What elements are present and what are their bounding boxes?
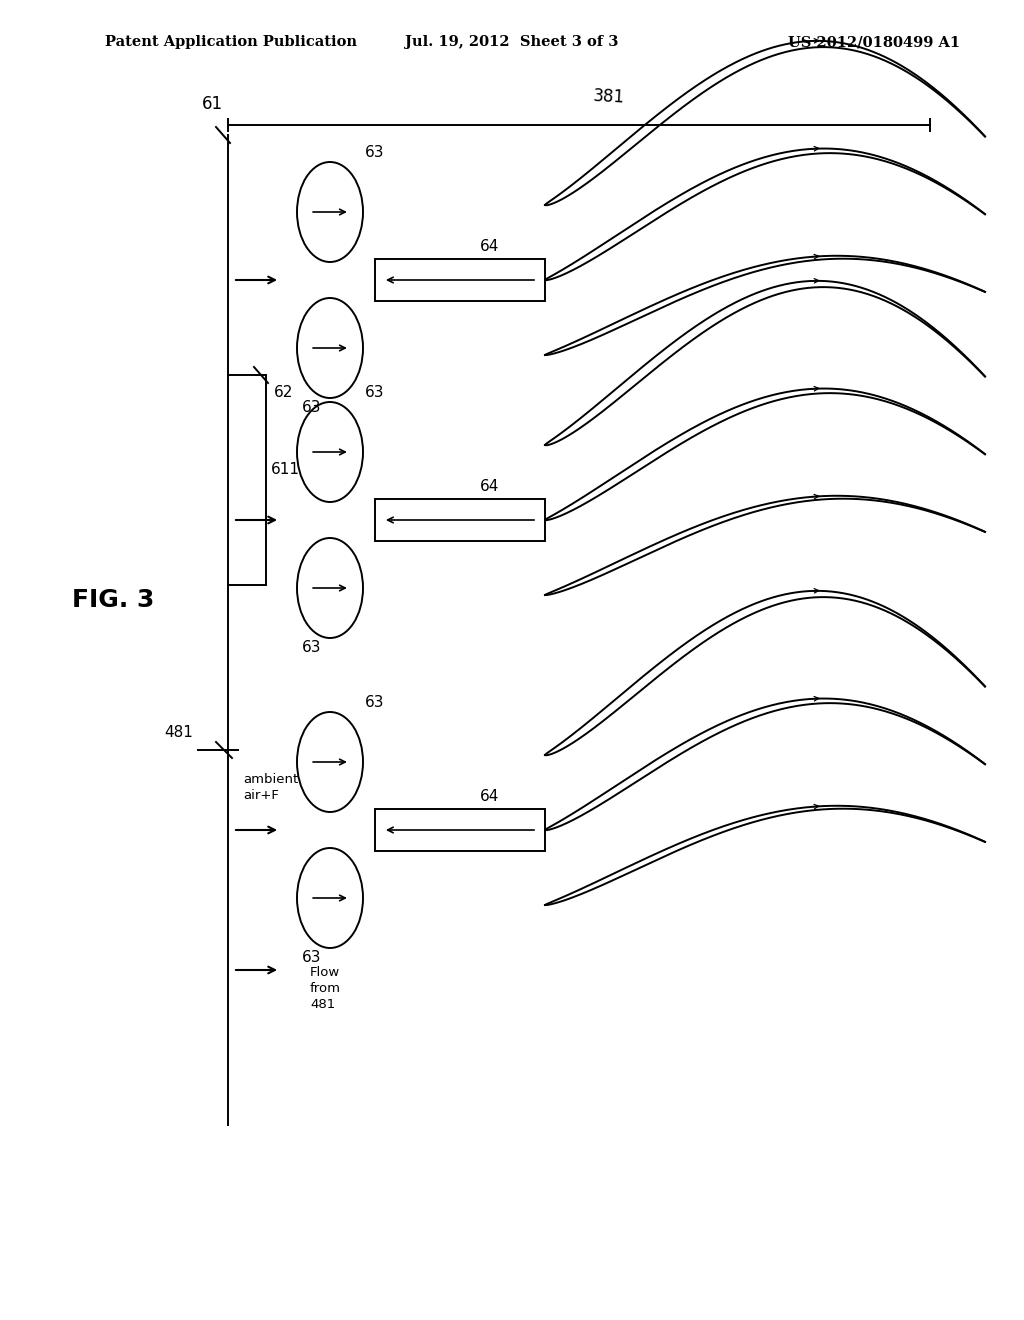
Text: Flow
from
481: Flow from 481: [310, 966, 341, 1011]
Text: 64: 64: [480, 239, 500, 253]
Text: 64: 64: [480, 789, 500, 804]
Text: 611: 611: [271, 462, 300, 478]
Text: 63: 63: [365, 385, 384, 400]
Text: Jul. 19, 2012  Sheet 3 of 3: Jul. 19, 2012 Sheet 3 of 3: [406, 36, 618, 49]
Text: 64: 64: [480, 479, 500, 494]
Text: FIG. 3: FIG. 3: [72, 587, 155, 612]
Bar: [375, 259, 545, 301]
Text: 63: 63: [302, 400, 322, 414]
Bar: [375, 499, 545, 541]
Text: 63: 63: [302, 640, 322, 655]
Text: 63: 63: [365, 145, 384, 160]
Text: 62: 62: [274, 385, 293, 400]
Text: Patent Application Publication: Patent Application Publication: [105, 36, 357, 49]
Text: ambient
air+F: ambient air+F: [243, 774, 298, 803]
Text: 63: 63: [302, 950, 322, 965]
Text: 61: 61: [202, 95, 223, 114]
Text: 481: 481: [164, 725, 193, 741]
Bar: [375, 809, 545, 851]
Text: US 2012/0180499 A1: US 2012/0180499 A1: [787, 36, 961, 49]
Text: 381: 381: [593, 87, 626, 107]
Text: 63: 63: [365, 696, 384, 710]
